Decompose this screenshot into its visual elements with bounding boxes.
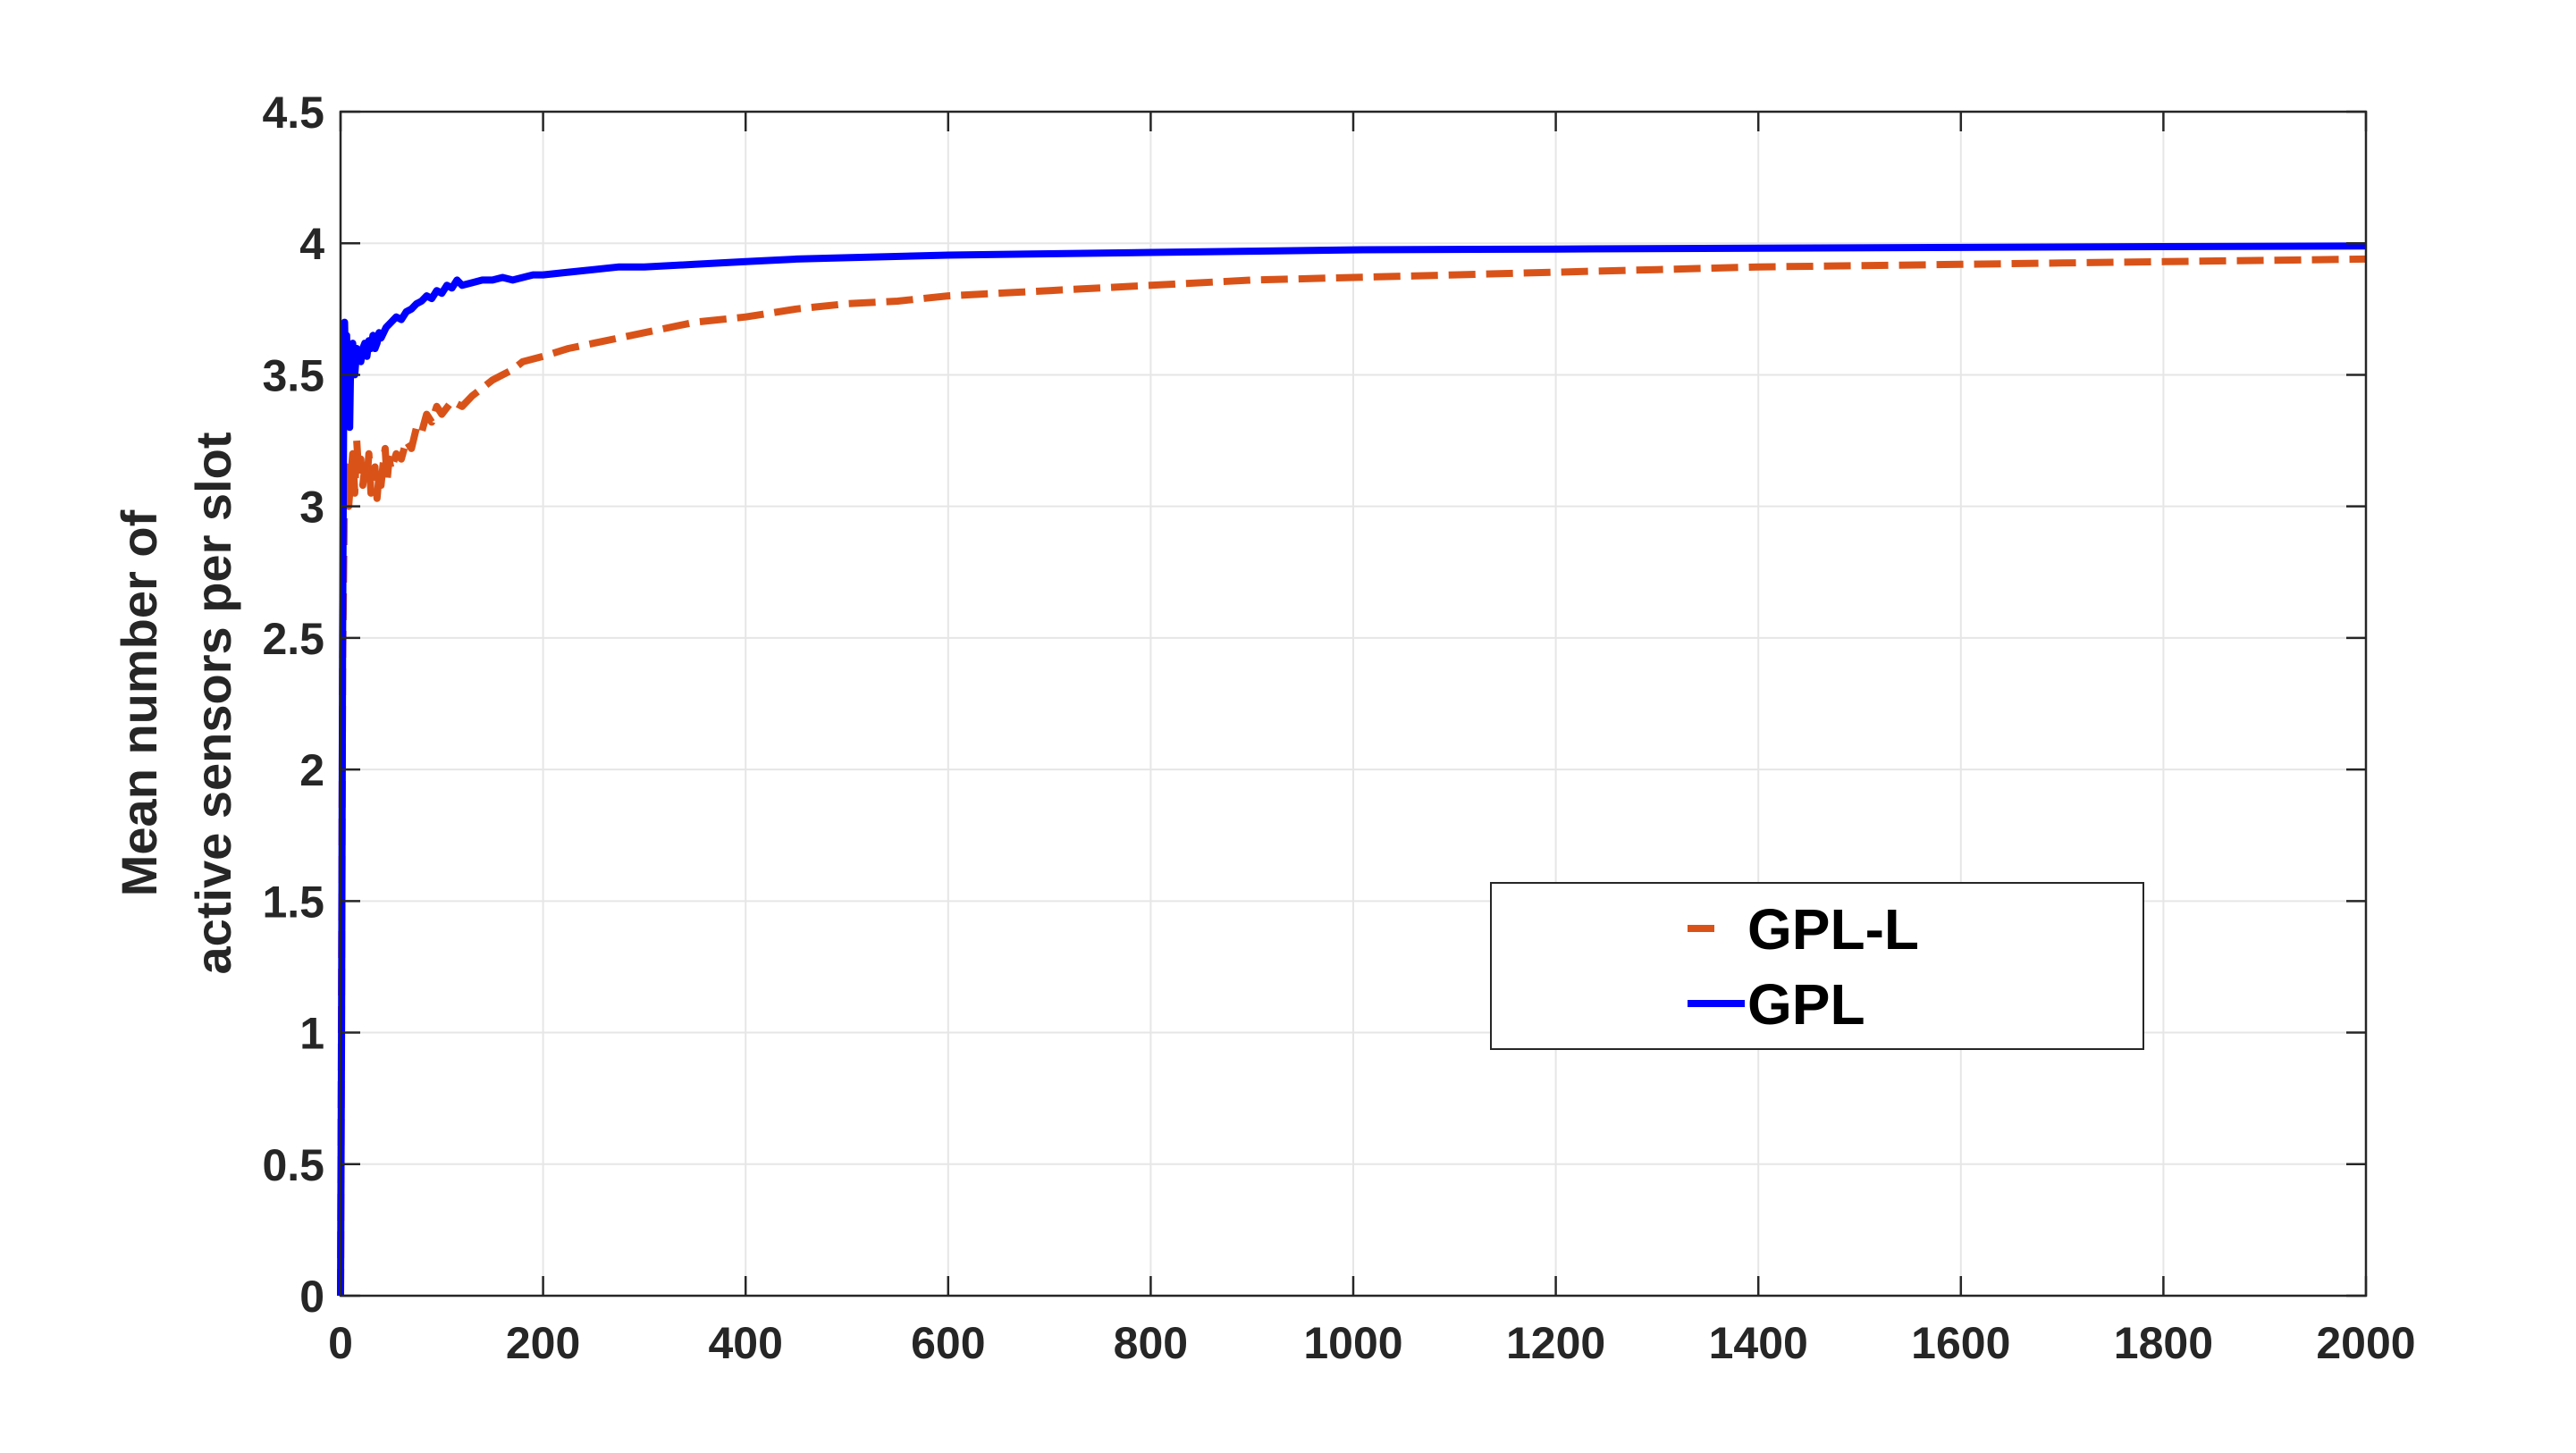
y-tick-label: 3.5 — [262, 350, 324, 400]
x-tick-label: 1400 — [1709, 1318, 1808, 1368]
y-tick-label: 4 — [299, 219, 324, 269]
legend: GPL-L GPL — [1490, 882, 2144, 1050]
y-tick-label: 1.5 — [262, 877, 324, 927]
y-tick-label: 0 — [299, 1272, 324, 1322]
y-tick-label: 3 — [299, 483, 324, 533]
y-axis-label: Mean number of active sensors per slot — [111, 433, 241, 975]
legend-box — [1490, 882, 2144, 1050]
y-tick-labels: 0 0.5 1 1.5 2 2.5 3 3.5 4 4.5 — [262, 88, 324, 1322]
x-tick-labels: 0 200 400 600 800 1000 1200 1400 1600 1800 2000 — [328, 1318, 2416, 1368]
x-tick-label: 400 — [708, 1318, 782, 1368]
ticks — [339, 110, 2368, 1298]
x-tick-label: 600 — [911, 1318, 985, 1368]
legend-label-gpl-l: GPL-L — [1747, 897, 1919, 962]
x-tick-label: 1000 — [1303, 1318, 1402, 1368]
series-lines — [337, 242, 2367, 1297]
y-axis-label-line-2: active sensors per slot — [185, 433, 241, 975]
x-tick-label: 1600 — [1911, 1318, 2010, 1368]
y-tick-label: 4.5 — [262, 88, 324, 138]
x-tick-label: 1200 — [1506, 1318, 1605, 1368]
x-tick-label: 0 — [328, 1318, 353, 1368]
y-tick-label: 2 — [299, 745, 324, 795]
x-tick-label: 800 — [1114, 1318, 1188, 1368]
x-tick-label: 1800 — [2114, 1318, 2213, 1368]
x-tick-label: 200 — [506, 1318, 580, 1368]
y-axis-label-line-1: Mean number of — [111, 509, 167, 896]
series-line-gpl — [337, 242, 2367, 1297]
grid — [341, 112, 2366, 1296]
legend-label-gpl: GPL — [1747, 972, 1865, 1037]
x-tick-label: 2000 — [2316, 1318, 2415, 1368]
series-line-gpl-l — [337, 255, 2367, 1297]
y-tick-label: 2.5 — [262, 614, 324, 664]
y-tick-label: 1 — [299, 1009, 324, 1059]
y-tick-label: 0.5 — [262, 1140, 324, 1190]
